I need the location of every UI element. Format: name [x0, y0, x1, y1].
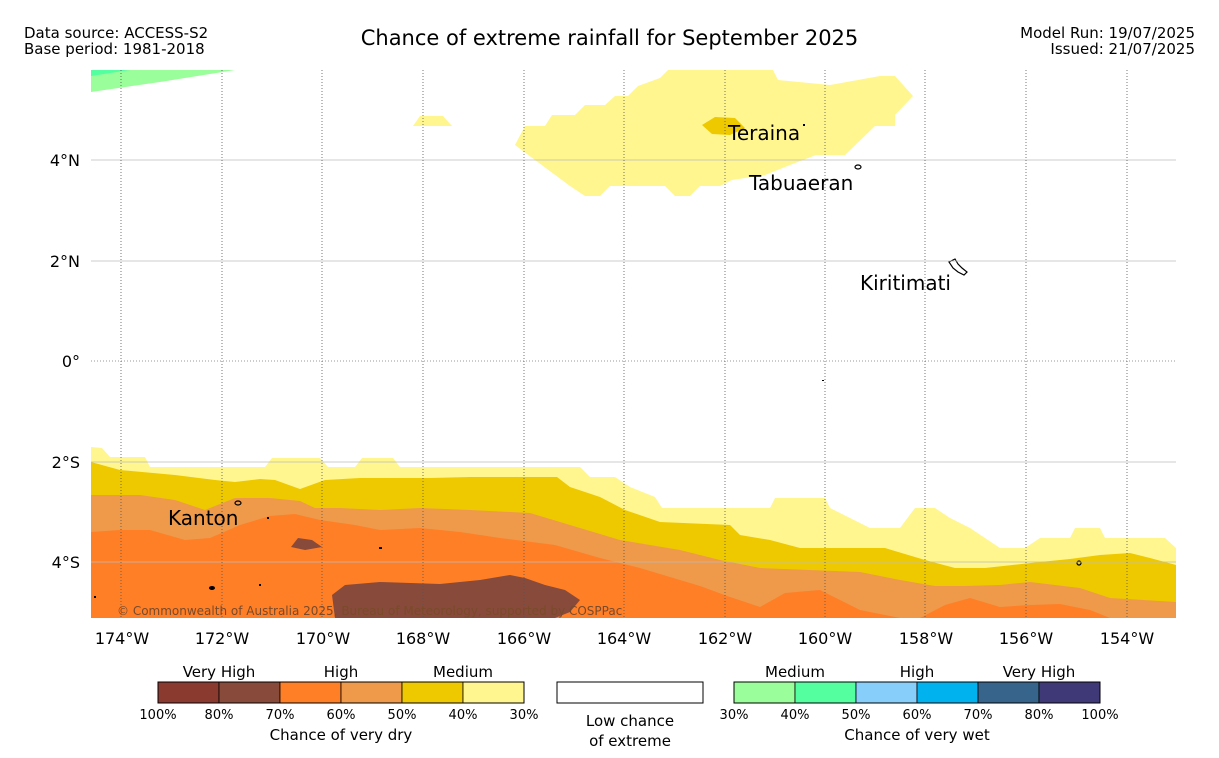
lon-label: 174°W — [95, 629, 150, 648]
wet-ticks: 30% 40% 50% 60% 70% 80% 100% — [720, 708, 1119, 723]
lat-label: 2°S — [52, 453, 80, 472]
dry-medium-high-spot — [702, 117, 745, 135]
lat-label: 4°S — [52, 553, 80, 572]
header-left: Data source: ACCESS-S2 Base period: 1981… — [24, 25, 208, 57]
low-chance-legend: Low chance of extreme — [556, 681, 704, 750]
kanton-island-icon — [234, 500, 242, 506]
dry-very-high-region — [332, 575, 580, 618]
dry-swatch — [462, 681, 525, 704]
dry-ticks: 100% 80% 70% 60% 50% 40% 30% — [139, 708, 538, 723]
wet-swatch — [977, 681, 1040, 704]
wet-swatches — [733, 681, 1101, 704]
dry-category-medium: Medium — [433, 663, 493, 681]
dry-orange-band-east — [920, 598, 1110, 618]
dry-tick-label: 30% — [510, 708, 539, 723]
latitude-grid — [91, 159, 1176, 563]
lon-label: 168°W — [396, 629, 451, 648]
data-source-text: Data source: ACCESS-S2 — [24, 24, 209, 42]
dry-tick-label: 40% — [449, 708, 478, 723]
wet-tick-label: 80% — [1025, 708, 1054, 723]
model-run-text: Model Run: 19/07/2025 — [1020, 24, 1195, 42]
dry-orange-band — [91, 514, 900, 618]
lon-label: 170°W — [296, 629, 351, 648]
dry-tick-label: 80% — [205, 708, 234, 723]
issued-text: Issued: 21/07/2025 — [1050, 40, 1195, 58]
map-title: Chance of extreme rainfall for September… — [360, 26, 859, 50]
dry-swatch — [279, 681, 342, 704]
lon-label: 154°W — [1100, 629, 1155, 648]
lon-label: 158°W — [899, 629, 954, 648]
wet-tick-label: 30% — [720, 708, 749, 723]
lat-label: 4°N — [50, 151, 80, 170]
low-chance-line1: Low chance — [586, 712, 674, 730]
wet-swatch — [1038, 681, 1101, 704]
wet-tick-label: 100% — [1081, 708, 1118, 723]
wet-tick-label: 70% — [964, 708, 993, 723]
wet-colorbar: Medium High Very High 30% 40% 50% 60% 70% 80%… — [720, 663, 1119, 744]
dry-swatch — [340, 681, 403, 704]
dry-tick-label: 100% — [139, 708, 176, 723]
longitude-grid — [120, 70, 1128, 618]
wet-category-medium: Medium — [765, 663, 825, 681]
latitude-labels: 4°N 2°N 0° 2°S 4°S — [50, 151, 80, 572]
place-label-kanton: Kanton — [168, 506, 238, 530]
place-label-kiritimati: Kiritimati — [860, 271, 951, 295]
dry-swatch — [218, 681, 281, 704]
wet-swatch — [855, 681, 918, 704]
wet-swatch — [794, 681, 857, 704]
island-icon-small — [1076, 560, 1082, 566]
lat-label: 0° — [62, 352, 80, 371]
dry-medium-region-small — [413, 116, 452, 126]
wet-category-high: High — [900, 663, 934, 681]
dry-swatches — [157, 681, 525, 704]
place-label-tabuaeran: Tabuaeran — [748, 171, 853, 195]
tabuaeran-island-icon — [854, 164, 862, 170]
dry-very-high-region-small — [291, 538, 322, 550]
dry-caption: Chance of very dry — [270, 726, 413, 744]
lat-label: 2°N — [50, 252, 80, 271]
lon-label: 166°W — [497, 629, 552, 648]
dry-tick-label: 50% — [388, 708, 417, 723]
low-chance-swatch — [556, 681, 704, 704]
longitude-labels: 174°W 172°W 170°W 168°W 166°W 164°W 162°… — [95, 629, 1155, 648]
dry-swatch — [157, 681, 220, 704]
wet-tick-label: 60% — [903, 708, 932, 723]
base-period-text: Base period: 1981-2018 — [24, 40, 205, 58]
lon-label: 172°W — [195, 629, 250, 648]
map-area — [91, 70, 1176, 618]
wet-caption: Chance of very wet — [844, 726, 990, 744]
dry-category-very-high: Very High — [183, 663, 256, 681]
dry-swatch — [401, 681, 464, 704]
header-right: Model Run: 19/07/2025 Issued: 21/07/2025 — [1020, 25, 1195, 57]
wet-tick-label: 50% — [842, 708, 871, 723]
wet-category-very-high: Very High — [1003, 663, 1076, 681]
wet-swatch — [733, 681, 796, 704]
dry-colorbar: Very High High Medium 100% 80% 70% 60% 50% 40… — [139, 663, 538, 744]
lon-label: 164°W — [597, 629, 652, 648]
dry-tick-label: 60% — [327, 708, 356, 723]
dry-category-high: High — [324, 663, 358, 681]
place-label-teraina: Teraina — [727, 121, 800, 145]
lon-label: 160°W — [798, 629, 853, 648]
island-dots — [94, 124, 824, 598]
lon-label: 156°W — [999, 629, 1054, 648]
lon-label: 162°W — [698, 629, 753, 648]
wet-medium-region — [91, 70, 235, 92]
dry-tick-label: 70% — [266, 708, 295, 723]
wet-swatch — [916, 681, 979, 704]
copyright-text: © Commonwealth of Australia 2025, Bureau… — [117, 604, 622, 618]
wet-medium-high-region — [91, 70, 130, 76]
low-chance-line2: of extreme — [589, 732, 671, 750]
wet-tick-label: 40% — [781, 708, 810, 723]
